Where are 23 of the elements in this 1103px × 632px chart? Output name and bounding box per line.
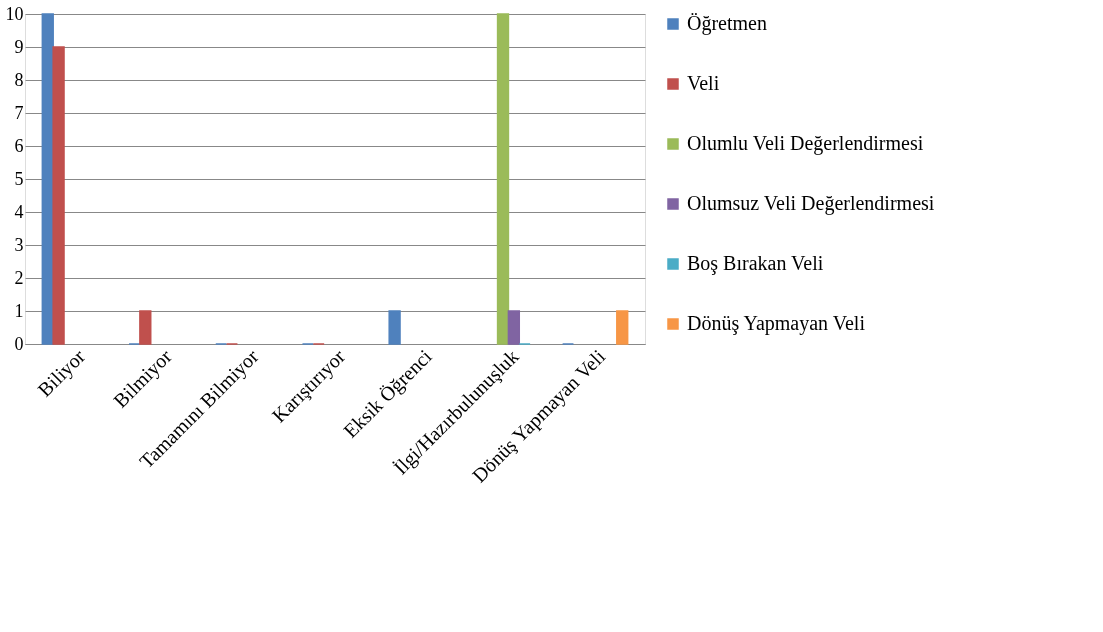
bar [139, 310, 152, 345]
y-tick-label: 7 [14, 102, 24, 123]
legend-label: Olumlu Veli Değerlendirmesi [687, 132, 924, 155]
legend-label: Boş Bırakan Veli [687, 252, 824, 275]
legend-label: Öğretmen [687, 12, 767, 35]
legend-label: Olumsuz Veli Değerlendirmesi [687, 192, 935, 215]
y-tick-label: 4 [14, 201, 24, 222]
y-tick-label: 1 [14, 300, 24, 321]
bar [507, 310, 521, 345]
bar [616, 310, 629, 345]
bar [388, 310, 401, 345]
y-tick-label: 6 [14, 135, 24, 156]
y-tick-label: 2 [14, 267, 24, 288]
y-tick-label: 5 [14, 168, 24, 189]
legend-label: Veli [687, 72, 720, 94]
y-tick-label: 3 [14, 234, 24, 255]
bar [496, 13, 510, 345]
legend-label: Dönüş Yapmayan Veli [687, 312, 866, 335]
y-tick-label: 0 [14, 333, 24, 354]
bar [52, 46, 65, 345]
y-tick-label: 9 [14, 36, 24, 57]
y-tick-label: 10 [5, 3, 24, 24]
y-tick-label: 8 [14, 69, 24, 90]
